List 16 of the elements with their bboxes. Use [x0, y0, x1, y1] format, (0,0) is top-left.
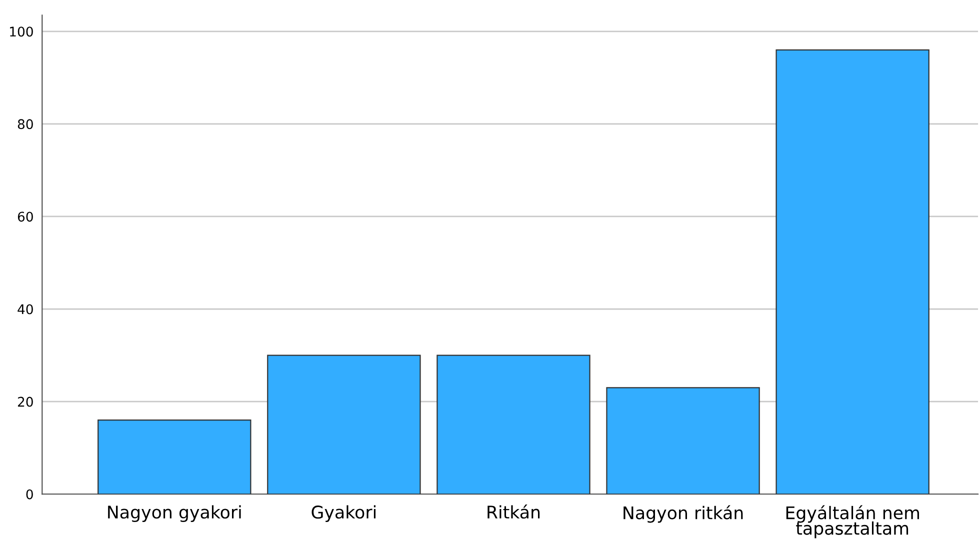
- x-tick-label: Nagyon ritkán: [624, 505, 743, 523]
- y-tick-label: 20: [18, 396, 33, 407]
- bar: [606, 387, 760, 494]
- y-tick-label: 40: [18, 304, 33, 314]
- x-tick-label: Egyáltalán nem tapasztaltam: [786, 505, 919, 538]
- y-tick-label: 100: [10, 26, 33, 37]
- y-tick-label: 0: [26, 489, 33, 500]
- y-tick-label: 60: [18, 212, 33, 222]
- bar: [436, 354, 590, 494]
- bar: [267, 354, 421, 494]
- bar: [98, 420, 252, 494]
- y-tick-label: 80: [18, 119, 33, 130]
- bar: [776, 49, 930, 494]
- x-tick-label: Nagyon gyakori: [108, 505, 241, 522]
- x-tick-label: Gyakori: [312, 505, 376, 522]
- x-tick-label: Ritkán: [488, 504, 540, 519]
